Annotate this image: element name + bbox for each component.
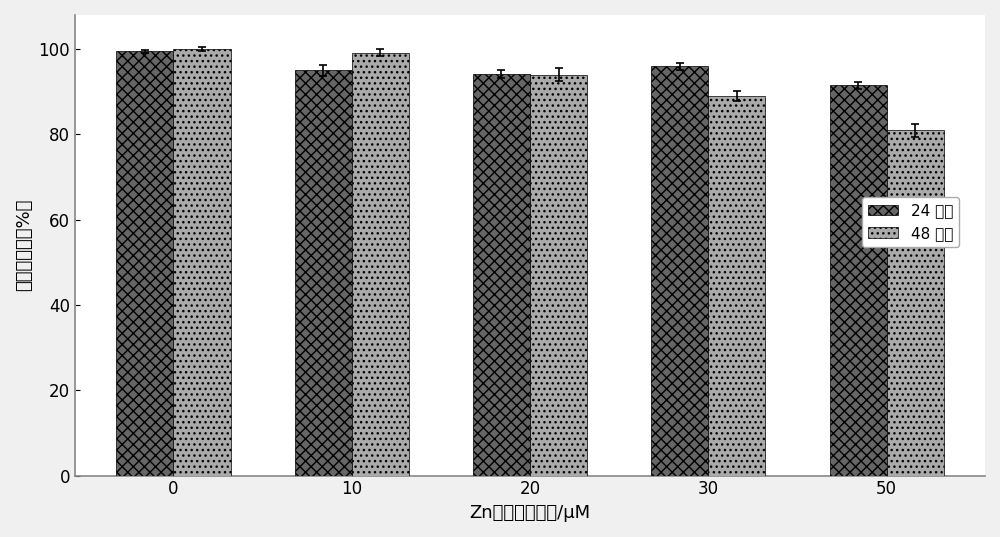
Bar <box>473 74 530 476</box>
Bar <box>651 66 708 476</box>
Legend: 24 小时, 48 小时: 24 小时, 48 小时 <box>862 197 959 247</box>
X-axis label: Zn纳米颗粒浓度/μM: Zn纳米颗粒浓度/μM <box>469 504 591 522</box>
Bar <box>530 75 587 476</box>
Bar <box>887 130 944 476</box>
Bar <box>830 85 887 476</box>
Bar <box>173 49 231 476</box>
Bar <box>116 51 173 476</box>
Bar <box>708 96 765 476</box>
Bar <box>295 70 352 476</box>
Y-axis label: 细胞存活率（%）: 细胞存活率（%） <box>15 199 33 292</box>
Bar <box>352 53 409 476</box>
